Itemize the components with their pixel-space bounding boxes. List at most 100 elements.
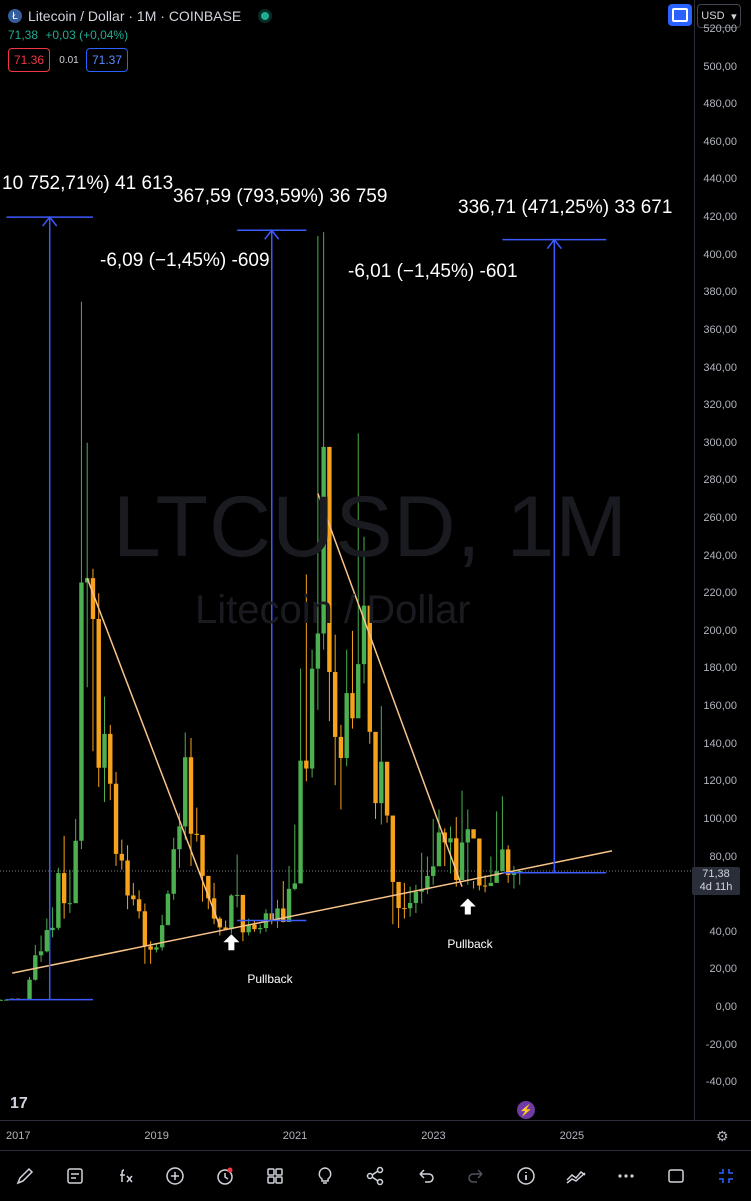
candle-body	[108, 733, 113, 784]
candle-body	[246, 924, 251, 933]
currency-select[interactable]: USD ▾	[697, 4, 741, 28]
fullscreen-toggle-button[interactable]	[668, 4, 692, 26]
watermark-symbol: LTCUSD, 1M	[113, 479, 628, 575]
indicators-icon[interactable]	[62, 1163, 88, 1189]
more-icon[interactable]	[613, 1163, 639, 1189]
candle-body	[488, 882, 494, 887]
candle-body	[27, 979, 32, 1000]
pullback-arrow-icon-2	[459, 898, 476, 915]
time-axis-divider	[0, 1120, 751, 1121]
candle-body	[315, 633, 321, 669]
candle-body	[281, 908, 286, 922]
measure-2-bottom-label[interactable]: -6,01 (−1,45%) -601	[348, 261, 518, 282]
trend-line-2	[317, 493, 463, 887]
candle-body	[258, 928, 263, 930]
candle-body	[44, 930, 50, 952]
spread-value: 0.01	[59, 54, 79, 66]
candle-body	[511, 872, 517, 875]
candle-body	[425, 875, 430, 890]
candle-body	[240, 894, 246, 933]
candle-body	[38, 951, 44, 956]
info-icon[interactable]	[513, 1163, 539, 1189]
candle-body	[494, 871, 499, 883]
layout-icon[interactable]	[262, 1163, 288, 1189]
fx-icon[interactable]	[112, 1163, 138, 1189]
share-icon[interactable]	[362, 1163, 388, 1189]
price-axis-label: 280,00	[703, 474, 737, 487]
price-axis-label: 0,00	[715, 1001, 737, 1013]
candle-body	[211, 898, 217, 919]
undo-icon[interactable]	[413, 1163, 439, 1189]
time-axis-label: 2017	[6, 1130, 31, 1142]
candle-body	[436, 832, 442, 867]
candle-body	[454, 838, 459, 881]
price-axis-label: -40,00	[705, 1076, 737, 1089]
price-axis-label: 200,00	[703, 624, 737, 637]
symbol-header[interactable]: Ł Litecoin / Dollar · 1M · COINBASE	[8, 6, 270, 26]
candle-body	[234, 894, 240, 896]
candle-body	[200, 834, 205, 876]
fullscreen-icon[interactable]	[713, 1163, 739, 1189]
pullback-label-1[interactable]: Pullback	[247, 972, 293, 986]
last-price-tag: 71,38 4d 11h	[692, 867, 740, 895]
lightning-icon[interactable]: ⚡	[517, 1101, 535, 1119]
candle-body	[309, 668, 315, 769]
candle-body	[379, 761, 384, 804]
price-axis-label: 20,00	[709, 963, 737, 976]
candle-body	[471, 829, 476, 839]
tradingview-logo[interactable]: 17	[10, 1095, 28, 1112]
candle-body	[217, 918, 223, 928]
measure-2-top-label[interactable]: 367,59 (793,59%) 36 759	[173, 186, 388, 207]
candle-body	[344, 693, 349, 758]
price-change: 71,38 +0,03 (+0,04%)	[8, 28, 128, 42]
last-price-label: 71,38	[702, 868, 730, 880]
measure-3-top-label[interactable]: 336,71 (471,25%) 33 671	[458, 197, 673, 218]
candle-body	[67, 903, 73, 905]
candle-body	[517, 871, 522, 873]
measure-1-top-label[interactable]: 10 752,71%) 41 613	[2, 173, 174, 194]
sell-button[interactable]: 71.36	[8, 48, 50, 72]
candle-body	[183, 757, 188, 827]
price-axis-label: 500,00	[703, 60, 737, 73]
candle-body	[96, 618, 101, 768]
candle-body	[33, 955, 38, 980]
candle-body	[465, 829, 471, 843]
bottom-toolbar	[0, 1150, 751, 1201]
candle-body	[459, 842, 465, 881]
price-axis-label: 180,00	[703, 662, 737, 675]
symbol-title[interactable]: Litecoin / Dollar · 1M · COINBASE	[28, 8, 242, 24]
pullback-label-2[interactable]: Pullback	[447, 937, 493, 951]
price-axis-label: 380,00	[703, 286, 737, 299]
candle-body	[350, 693, 355, 719]
plus-icon[interactable]	[162, 1163, 188, 1189]
gear-icon[interactable]: ⚙	[716, 1128, 729, 1144]
price-axis-label: 240,00	[703, 549, 737, 562]
measure-1-bottom-label[interactable]: -6,09 (−1,45%) -609	[100, 250, 270, 271]
candle-body	[448, 838, 453, 843]
buy-button[interactable]: 71.37	[86, 48, 128, 72]
candle-body	[79, 582, 84, 841]
candle-body	[61, 873, 67, 904]
compare-icon[interactable]	[563, 1163, 589, 1189]
candle-body	[131, 895, 136, 900]
candle-body	[102, 733, 107, 768]
candle-body	[188, 757, 194, 834]
price-axis-label: 80,00	[709, 850, 737, 863]
pencil-icon[interactable]	[12, 1163, 38, 1189]
alarm-icon[interactable]	[212, 1163, 238, 1189]
redo-icon[interactable]	[463, 1163, 489, 1189]
candle-body	[148, 946, 153, 950]
price-axis-label: 520,00	[703, 22, 737, 35]
candle-body	[286, 888, 292, 922]
measure-2-arrow-icon	[264, 229, 280, 240]
candle-body	[407, 902, 413, 909]
idea-icon[interactable]	[312, 1163, 338, 1189]
candle-body	[113, 783, 119, 854]
price-axis-label: 480,00	[703, 98, 737, 111]
change-value: +0,03 (+0,04%)	[45, 28, 129, 42]
candle-body	[390, 815, 396, 882]
last-price: 71,38	[8, 28, 39, 42]
rectangle-icon[interactable]	[663, 1163, 689, 1189]
